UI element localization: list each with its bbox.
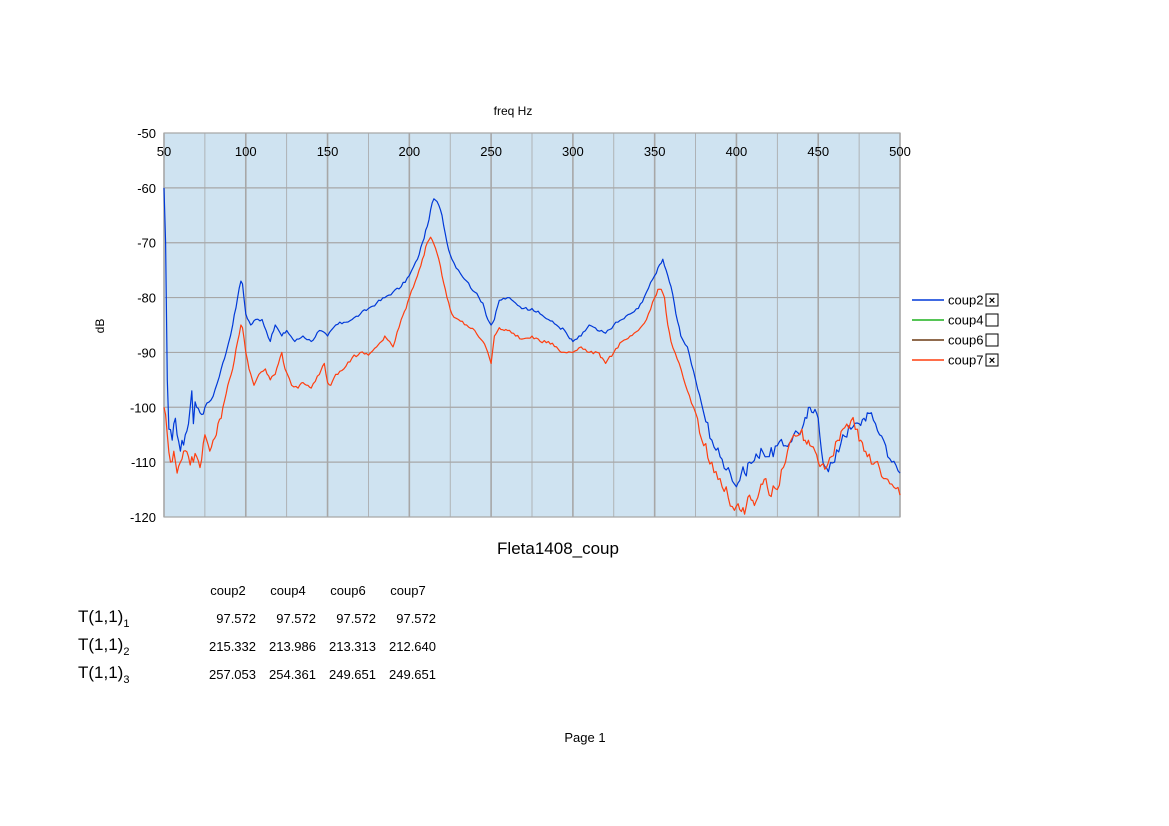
results-table: coup2 coup4 coup6 coup7 T(1,1)1 97.572 9… xyxy=(78,576,438,688)
results-cell: 213.313 xyxy=(329,638,376,654)
results-cell: 97.572 xyxy=(336,610,376,626)
results-col-header: coup6 xyxy=(330,582,366,598)
results-cell: 212.640 xyxy=(389,638,436,654)
results-cell: 249.651 xyxy=(389,666,436,682)
legend-label-coup6: coup6 xyxy=(948,333,983,348)
results-row-label: T(1,1)2 xyxy=(78,634,130,658)
y-tick-label: -110 xyxy=(131,455,156,470)
results-corner xyxy=(78,576,198,604)
y-axis-label: dB xyxy=(93,319,107,334)
y-tick-label: -70 xyxy=(137,236,156,251)
x-tick-label: 350 xyxy=(644,144,666,159)
legend-label-coup4: coup4 xyxy=(948,313,983,328)
results-cell: 97.572 xyxy=(216,610,256,626)
legend-label-coup7: coup7 xyxy=(948,353,983,368)
results-row-label: T(1,1)3 xyxy=(78,662,130,686)
page-footer: Page 1 xyxy=(564,730,606,745)
y-tick-label: -50 xyxy=(137,126,156,141)
x-tick-label: 150 xyxy=(317,144,339,159)
results-row: T(1,1)2 215.332 213.986 213.313 212.640 xyxy=(78,632,438,660)
results-cell: 257.053 xyxy=(209,666,256,682)
legend-label-coup2: coup2 xyxy=(948,293,983,308)
y-tick-label: -100 xyxy=(130,400,156,415)
results-cell: 97.572 xyxy=(396,610,436,626)
series-line-coup2 xyxy=(163,187,901,488)
results-row-label: T(1,1)1 xyxy=(78,606,130,630)
chart-title: Fleta1408_coup xyxy=(497,539,619,558)
x-tick-label: 250 xyxy=(480,144,502,159)
results-cell: 213.986 xyxy=(269,638,316,654)
y-tick-label: -90 xyxy=(137,345,156,360)
results-row: T(1,1)3 257.053 254.361 249.651 249.651 xyxy=(78,660,438,688)
x-tick-label: 50 xyxy=(157,144,171,159)
legend: coup2 × coup4 coup6 coup7 × xyxy=(912,293,999,368)
legend-checkbox-coup6[interactable] xyxy=(985,333,999,347)
x-tick-label: 450 xyxy=(807,144,829,159)
x-axis-label: freq Hz xyxy=(494,104,533,118)
results-col-header: coup4 xyxy=(270,582,306,598)
results-header-row: coup2 coup4 coup6 coup7 xyxy=(78,576,438,604)
legend-checkbox-coup2[interactable] xyxy=(985,293,999,307)
x-tick-label: 300 xyxy=(562,144,584,159)
legend-checkbox-coup4[interactable] xyxy=(985,313,999,327)
results-row: T(1,1)1 97.572 97.572 97.572 97.572 xyxy=(78,604,438,632)
grid-lines xyxy=(163,132,901,518)
x-tick-label: 400 xyxy=(726,144,748,159)
results-col-header: coup7 xyxy=(390,582,426,598)
check-mark-icon: × xyxy=(989,355,995,367)
legend-checkbox-coup7[interactable] xyxy=(985,353,999,367)
results-cell: 249.651 xyxy=(329,666,376,682)
y-tick-label: -80 xyxy=(137,291,156,306)
results-cell: 215.332 xyxy=(209,638,256,654)
y-tick-label: -120 xyxy=(130,510,156,525)
y-tick-label: -60 xyxy=(137,181,156,196)
x-tick-label: 100 xyxy=(235,144,257,159)
x-tick-label: 200 xyxy=(398,144,420,159)
results-cell: 254.361 xyxy=(269,666,316,682)
x-tick-label: 500 xyxy=(889,144,911,159)
series-line-coup7 xyxy=(163,236,901,515)
series-lines xyxy=(163,187,901,515)
results-cell: 97.572 xyxy=(276,610,316,626)
axis-ticks: 50 100 150 200 250 300 350 400 450 500 -50 -60 -70 -8… xyxy=(130,126,911,525)
check-mark-icon: × xyxy=(989,295,995,307)
results-col-header: coup2 xyxy=(210,582,246,598)
